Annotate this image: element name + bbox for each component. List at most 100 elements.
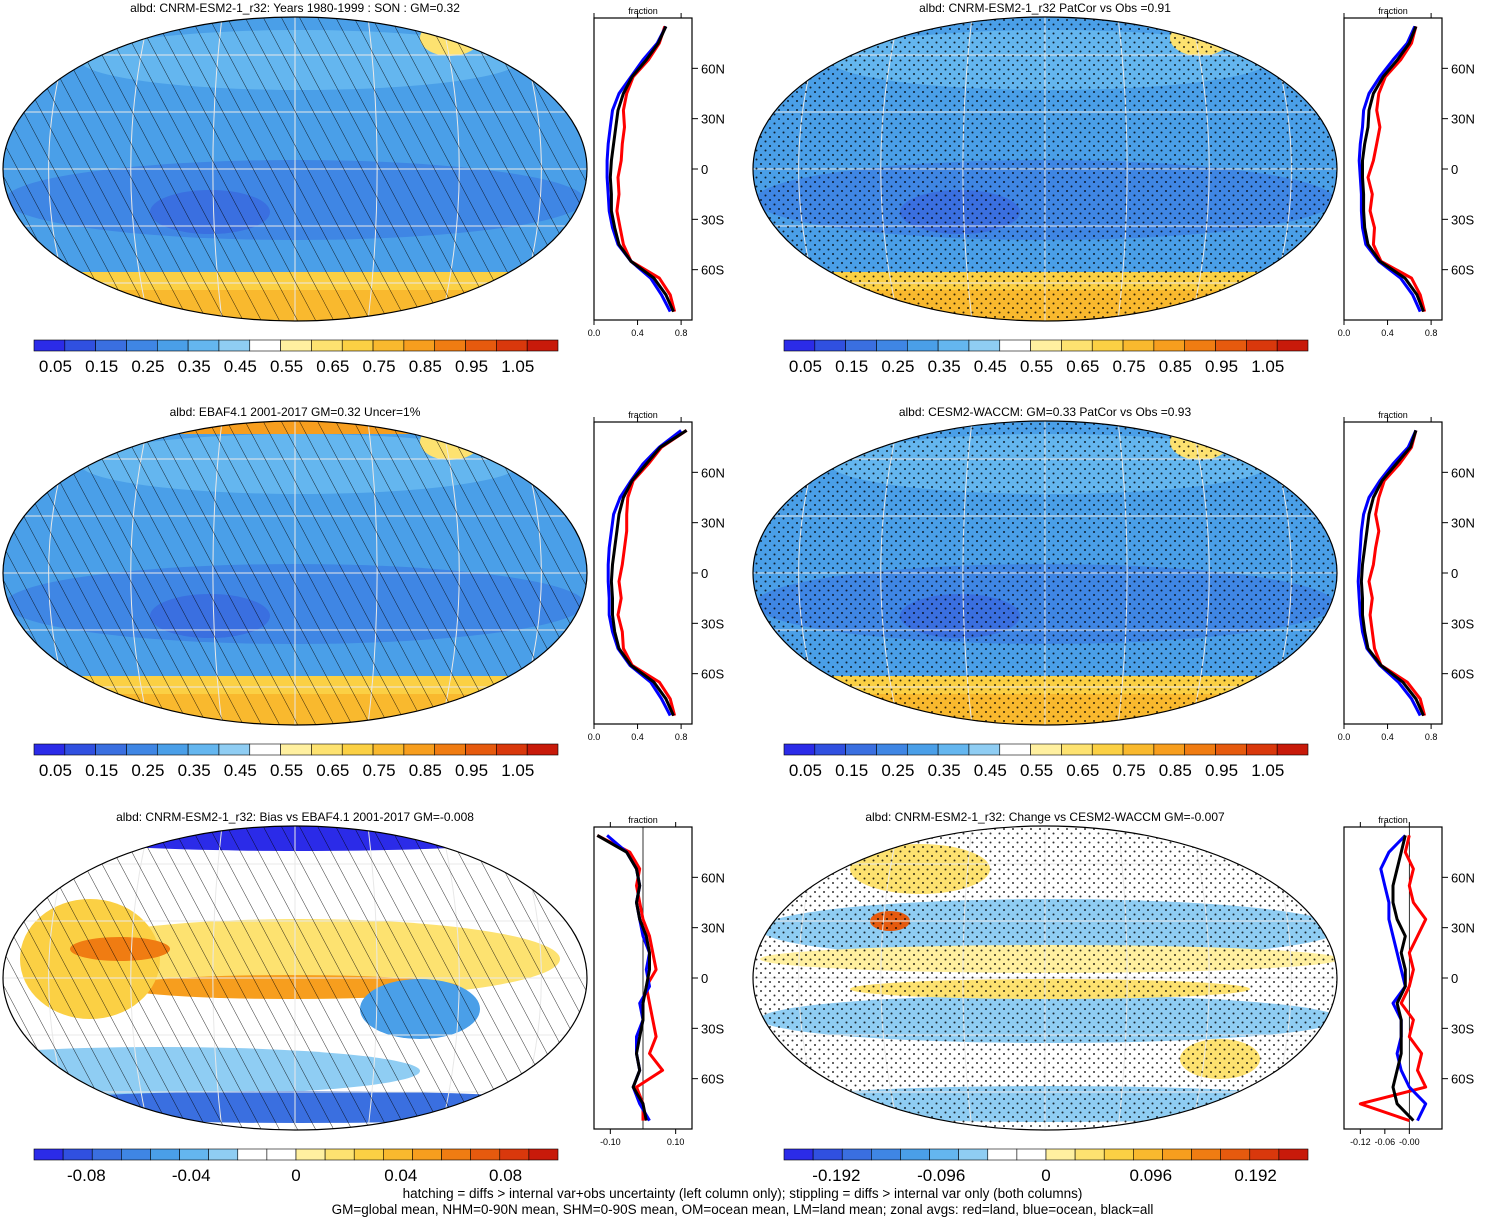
zonal-frame — [1343, 826, 1443, 1130]
colorbar-label: 0.25 — [131, 761, 164, 780]
colorbar-label: 0.75 — [363, 761, 396, 780]
colorbar-swatch — [341, 339, 374, 352]
colorbar-swatch — [311, 743, 343, 756]
colorbar-swatch — [1122, 743, 1155, 756]
x-tick-label: 0.4 — [631, 328, 644, 338]
colorbar-swatch — [62, 1148, 93, 1161]
colorbar-swatch — [372, 743, 405, 756]
colorbar-label: 0.15 — [835, 761, 868, 780]
lat-tick-label: 60S — [701, 667, 724, 682]
lat-tick-label: 60N — [701, 870, 725, 885]
colorbar-swatch — [465, 743, 497, 756]
colorbar-swatch — [968, 743, 1001, 756]
colorbar-swatch — [1153, 339, 1186, 352]
colorbar-label: 0.25 — [881, 761, 914, 780]
colorbar-label: 0.55 — [270, 761, 303, 780]
colorbar-swatch — [1030, 743, 1062, 756]
colorbar-swatch — [1061, 339, 1093, 352]
colorbar-label: 0.15 — [85, 357, 118, 376]
lat-tick-label: 60N — [1451, 870, 1475, 885]
colorbar-swatch — [280, 339, 312, 352]
zonal-plot: fraction 60N 30N 0 30S 60S 0.0 0.4 0.8 — [588, 6, 725, 338]
lat-tick-label: 60N — [1451, 465, 1475, 480]
colorbar-swatch — [150, 1148, 180, 1161]
colorbar: 0.05 0.15 0.25 0.35 0.45 0.55 0.65 0.75 0.85 0.95… — [33, 743, 559, 780]
colorbar-label: 0.05 — [789, 761, 822, 780]
colorbar-swatch — [249, 743, 281, 756]
map-field — [753, 17, 1337, 321]
lat-tick-label: 60S — [1451, 263, 1474, 278]
colorbar-swatch — [218, 339, 251, 352]
map-outline — [2, 420, 588, 726]
colorbar-swatch — [403, 743, 436, 756]
map-outline — [2, 16, 588, 322]
colorbar-swatch — [1278, 1148, 1309, 1161]
colorbar-label: 0.35 — [178, 761, 211, 780]
colorbar-label: 0.35 — [928, 357, 961, 376]
colorbar-label: -0.096 — [917, 1166, 965, 1185]
colorbar-swatch — [1246, 743, 1278, 756]
panel-6: albd: CNRM-ESM2-1_r32: Change vs CESM2-W… — [752, 810, 1475, 1185]
colorbar-swatch — [156, 339, 189, 352]
colorbar-label: 0.15 — [85, 761, 118, 780]
zonal-line-all — [1359, 429, 1425, 717]
colorbar-swatch — [1091, 339, 1124, 352]
lat-tick-label: 60S — [1451, 667, 1474, 682]
colorbar-swatch — [783, 1148, 814, 1161]
colorbar-label: 0.85 — [409, 761, 442, 780]
lat-tick-label: 30N — [701, 516, 725, 531]
colorbar-swatch — [91, 1148, 122, 1161]
panel-title: albd: CNRM-ESM2-1_r32: Change vs CESM2-W… — [865, 810, 1225, 824]
zonal-axis-label: fraction — [1378, 410, 1408, 420]
colorbar-swatch — [372, 339, 405, 352]
lat-tick-label: 30N — [701, 112, 725, 127]
lat-tick-label: 0 — [1451, 162, 1458, 177]
x-tick-label: 0.4 — [631, 732, 644, 742]
colorbar-label: -0.192 — [812, 1166, 860, 1185]
colorbar-swatch — [341, 743, 374, 756]
x-tick-label: 0.10 — [667, 1137, 685, 1147]
x-tick-label: -0.10 — [600, 1137, 621, 1147]
lat-tick-label: 30N — [1451, 516, 1475, 531]
x-tick-label: 0.4 — [1381, 732, 1394, 742]
zonal-line-ocean — [1379, 834, 1428, 1122]
colorbar-swatch — [33, 1148, 64, 1161]
colorbar-swatch — [33, 339, 66, 352]
map-outline — [2, 825, 588, 1131]
x-tick-label: 0.0 — [588, 732, 601, 742]
colorbar-label: 1.05 — [501, 357, 534, 376]
colorbar-swatch — [218, 743, 251, 756]
panel-1: albd: CNRM-ESM2-1_r32: Years 1980-1999 :… — [2, 1, 725, 376]
lat-tick-label: 60N — [701, 61, 725, 76]
colorbar-swatch — [906, 743, 939, 756]
colorbar-label: 0.75 — [1113, 761, 1146, 780]
colorbar-label: 0.55 — [1020, 357, 1053, 376]
colorbar-swatch — [958, 1148, 989, 1161]
colorbar-swatch — [64, 339, 96, 352]
colorbar-swatch — [841, 1148, 872, 1161]
lat-tick-label: 0 — [1451, 566, 1458, 581]
x-tick-label: 0.8 — [675, 732, 688, 742]
colorbar-label: 0.85 — [1159, 357, 1192, 376]
colorbar-label: 0.45 — [974, 357, 1007, 376]
colorbar-swatch — [280, 743, 312, 756]
x-tick-label: -0.06 — [1375, 1137, 1396, 1147]
zonal-plot: fraction 60N 30N 0 30S 60S 0.0 0.4 0.8 — [588, 410, 725, 742]
colorbar-swatch — [1061, 743, 1093, 756]
colorbar-swatch — [812, 1148, 843, 1161]
lat-tick-label: 30S — [701, 212, 724, 227]
colorbar-label: 0.45 — [224, 761, 257, 780]
colorbar-swatch — [526, 339, 559, 352]
lat-tick-label: 0 — [1451, 971, 1458, 986]
colorbar-swatch — [179, 1148, 209, 1161]
colorbar-swatch — [526, 743, 559, 756]
colorbar-label: 0.55 — [270, 357, 303, 376]
panel-title: albd: CNRM-ESM2-1_r32 PatCor vs Obs =0.9… — [919, 1, 1171, 15]
colorbar-label: 0.25 — [881, 357, 914, 376]
colorbar-label: 0.85 — [1159, 761, 1192, 780]
colorbar-swatch — [95, 743, 127, 756]
colorbar-label: 1.05 — [1251, 357, 1284, 376]
colorbar-swatch — [249, 339, 281, 352]
colorbar-swatch — [937, 339, 970, 352]
